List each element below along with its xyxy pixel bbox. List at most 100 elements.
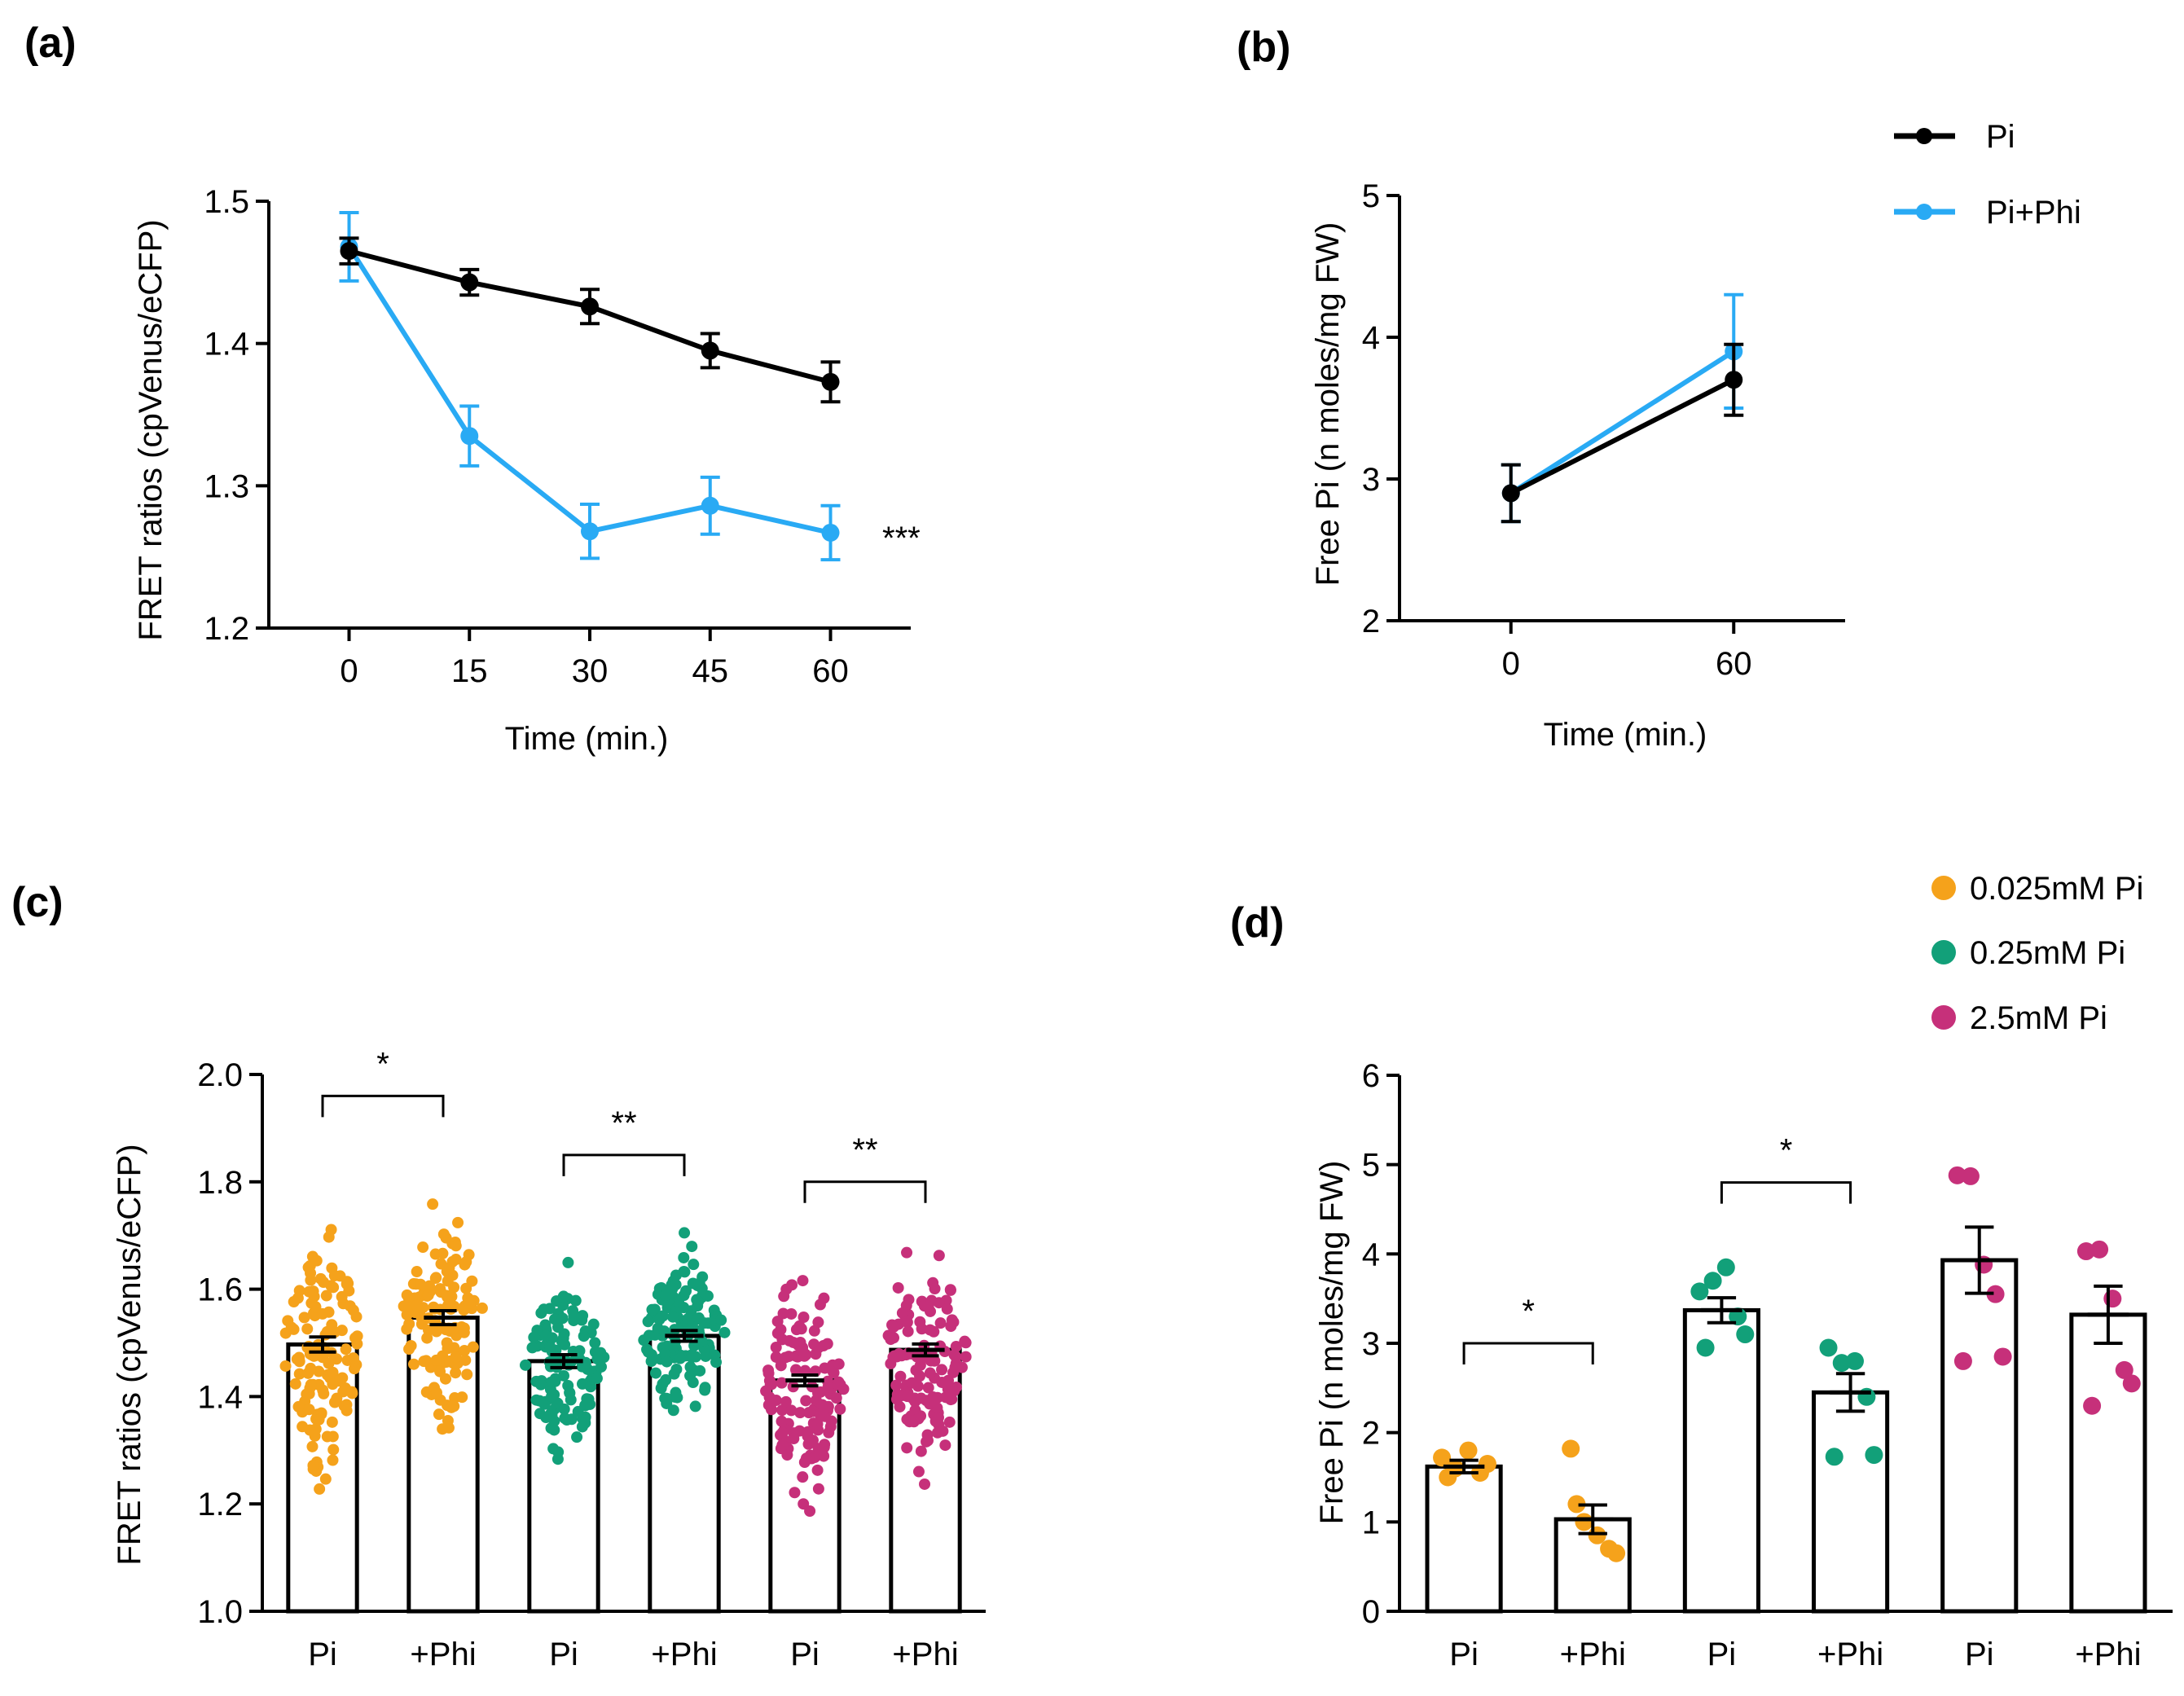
c-data-point — [544, 1383, 556, 1395]
c-data-point — [347, 1304, 359, 1316]
c-data-point — [430, 1386, 442, 1399]
c-data-point — [902, 1325, 914, 1338]
c-data-point — [924, 1398, 936, 1410]
c-data-point — [578, 1330, 590, 1342]
c-data-point — [919, 1478, 931, 1490]
b-series-0-point — [1501, 484, 1520, 503]
b-y-tick-label: 3 — [1362, 462, 1380, 498]
a-y-tick-label: 1.5 — [204, 184, 249, 220]
c-data-point — [415, 1278, 427, 1290]
c-data-point — [789, 1487, 801, 1499]
c-data-point — [526, 1342, 538, 1354]
c-data-point — [812, 1342, 824, 1354]
c-data-point — [901, 1391, 913, 1403]
c-data-point — [326, 1319, 338, 1331]
panel-a-xlabel: Time (min.) — [505, 721, 669, 757]
c-data-point — [450, 1367, 462, 1379]
c-data-point — [318, 1387, 330, 1399]
c-data-point — [686, 1241, 698, 1253]
legend-marker-0025 — [1931, 876, 1956, 900]
c-data-point — [557, 1369, 569, 1382]
c-data-point — [341, 1404, 353, 1417]
a-series-0-point — [460, 273, 479, 292]
c-significance-bracket — [803, 1180, 927, 1203]
c-data-point — [340, 1343, 352, 1355]
d-y-tick-label: 1 — [1362, 1505, 1380, 1540]
c-data-point — [540, 1412, 552, 1424]
c-data-point — [401, 1323, 413, 1335]
c-data-point — [288, 1296, 300, 1308]
c-data-point — [912, 1465, 925, 1478]
c-data-point — [924, 1324, 936, 1336]
c-x-tick-label: Pi — [549, 1637, 578, 1672]
c-data-point — [960, 1351, 972, 1363]
c-data-point — [459, 1344, 471, 1356]
d-data-point — [1832, 1354, 1851, 1373]
b-x-tick-label: 0 — [1502, 646, 1520, 682]
c-data-point — [452, 1216, 464, 1228]
legend-label-pi: Pi — [1986, 119, 2015, 155]
d-significance-bracket — [1720, 1181, 1852, 1204]
c-data-point — [797, 1471, 809, 1483]
c-data-point — [832, 1378, 844, 1391]
panel-b-xlabel: Time (min.) — [1544, 717, 1707, 753]
panel-c-label: (c) — [11, 879, 64, 926]
a-series-0-point — [581, 297, 599, 316]
panel-c-ylabel: FRET ratios (cpVenus/eCFP) — [112, 1144, 147, 1565]
c-data-point — [292, 1400, 305, 1413]
c-data-point — [401, 1289, 413, 1301]
c-data-point — [934, 1317, 947, 1329]
c-data-point — [693, 1277, 705, 1290]
c-data-point — [825, 1415, 837, 1427]
c-data-point — [460, 1256, 472, 1268]
legend-label-0025: 0.025mM Pi — [1970, 871, 2143, 907]
c-data-point — [657, 1310, 669, 1322]
c-data-point — [775, 1355, 787, 1367]
c-data-point — [795, 1323, 807, 1335]
c-data-point — [591, 1373, 603, 1385]
c-data-point — [892, 1281, 904, 1294]
d-bar — [1425, 1464, 1503, 1614]
c-data-point — [519, 1359, 531, 1371]
panel-b: (b) Time (min.) Free Pi (n moles/mg FW) … — [1237, 24, 2081, 753]
c-data-point — [812, 1316, 824, 1329]
c-data-point — [400, 1299, 412, 1312]
legend-marker-pi-phi — [1916, 204, 1932, 220]
d-data-point — [1825, 1448, 1843, 1466]
panel-b-ylabel: Free Pi (n moles/mg FW) — [1310, 222, 1346, 587]
c-data-point — [830, 1392, 842, 1404]
c-data-point — [442, 1275, 454, 1287]
c-data-point — [699, 1382, 711, 1394]
c-data-point — [303, 1285, 315, 1298]
c-bar — [648, 1334, 721, 1614]
legend-marker-025 — [1931, 940, 1956, 964]
c-data-point — [569, 1294, 582, 1307]
c-data-point — [411, 1266, 423, 1278]
c-data-point — [642, 1316, 654, 1328]
d-data-point — [1607, 1544, 1626, 1562]
c-data-point — [806, 1435, 819, 1447]
c-data-point — [906, 1377, 918, 1389]
d-data-point — [1736, 1325, 1755, 1344]
d-data-point — [2122, 1374, 2141, 1393]
c-data-point — [305, 1362, 317, 1374]
c-data-point — [417, 1241, 429, 1254]
c-data-point — [430, 1354, 442, 1366]
panel-c: (c) FRET ratios (cpVenus/eCFP) 1.0 1.2 1.4… — [11, 879, 986, 1672]
c-data-point — [678, 1251, 690, 1263]
c-data-point — [585, 1381, 597, 1393]
c-data-point — [319, 1473, 332, 1485]
c-data-point — [528, 1331, 540, 1343]
c-data-point — [794, 1407, 806, 1419]
c-data-point — [950, 1340, 962, 1352]
d-data-point — [2115, 1360, 2133, 1379]
c-data-point — [306, 1440, 319, 1452]
d-data-point — [2083, 1396, 2102, 1415]
c-data-point — [798, 1498, 810, 1510]
d-x-tick-label: Pi — [1965, 1637, 1994, 1672]
c-x-tick-label: +Phi — [892, 1637, 958, 1672]
a-x-tick-label: 0 — [340, 653, 358, 689]
d-data-point — [1845, 1351, 1864, 1370]
a-y-tick-label: 1.2 — [204, 611, 249, 647]
d-bar — [1940, 1258, 2019, 1614]
